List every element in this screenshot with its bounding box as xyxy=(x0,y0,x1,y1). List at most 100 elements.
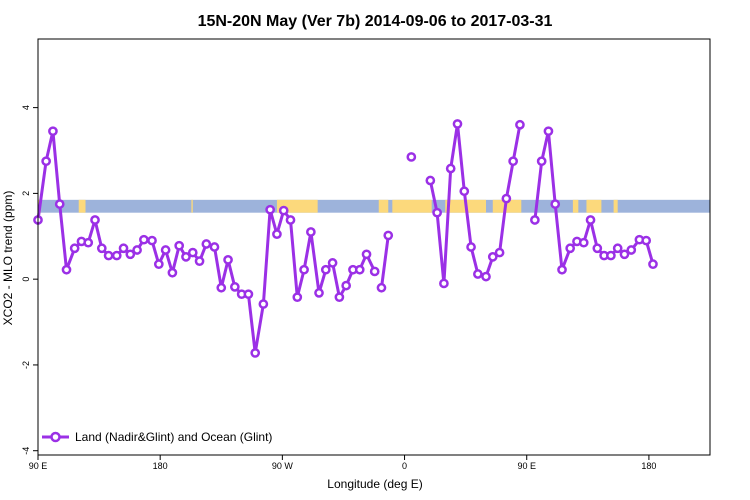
legend-marker xyxy=(50,431,61,443)
data-point xyxy=(258,299,269,309)
data-point xyxy=(160,245,171,255)
data-point xyxy=(111,250,122,261)
data-point xyxy=(147,235,157,246)
axes: 90 E 180 90 W 0 90 E 180 -4 -2 0 2 4 xyxy=(21,105,656,471)
data-point xyxy=(445,163,456,174)
y-tick-label: 4 xyxy=(21,105,31,110)
y-tick-label: -4 xyxy=(21,447,31,455)
data-point xyxy=(299,264,309,275)
data-point xyxy=(585,215,596,225)
data-point xyxy=(229,282,240,292)
data-point xyxy=(278,205,289,216)
data-point xyxy=(96,243,107,254)
data-point xyxy=(565,243,576,254)
data-point xyxy=(54,199,65,209)
ocean-band xyxy=(38,199,710,213)
data-point xyxy=(459,186,470,197)
data-point xyxy=(452,119,463,129)
data-point xyxy=(69,243,80,254)
data-point xyxy=(508,156,519,167)
data-point xyxy=(543,126,554,137)
legend-label: Land (Nadir&Glint) and Ocean (Glint) xyxy=(75,430,272,444)
data-point xyxy=(223,255,233,265)
x-tick-label: 90 E xyxy=(517,461,536,471)
data-point xyxy=(103,250,114,261)
data-point xyxy=(439,278,449,289)
data-point xyxy=(481,271,491,282)
data-point xyxy=(187,247,198,258)
plot-frame xyxy=(37,38,711,456)
data-point xyxy=(314,288,324,298)
data-point xyxy=(361,249,372,260)
data-point xyxy=(132,245,142,255)
data-point xyxy=(619,249,630,260)
data-point xyxy=(383,230,394,241)
data-point xyxy=(550,199,561,209)
x-tick-label: 0 xyxy=(402,461,407,471)
data-point xyxy=(376,282,387,293)
data-point xyxy=(641,235,652,246)
y-axis-label: XCO2 - MLO trend (ppm) xyxy=(1,191,15,326)
data-point xyxy=(125,249,136,260)
data-point xyxy=(243,289,254,300)
data-point xyxy=(118,243,129,254)
data-point xyxy=(592,243,603,254)
data-point xyxy=(139,234,149,245)
data-point xyxy=(626,245,637,255)
data-point xyxy=(90,215,100,225)
data-point xyxy=(285,215,296,225)
y-tick-label: -2 xyxy=(21,361,31,369)
data-point xyxy=(250,348,261,358)
x-axis-label: Longitude (deg E) xyxy=(327,477,422,491)
data-point xyxy=(425,175,436,186)
data-point xyxy=(216,282,227,293)
data-point xyxy=(61,264,72,275)
data-point xyxy=(265,204,275,215)
data-point xyxy=(432,207,442,218)
data-point xyxy=(272,229,282,239)
land-band-segment xyxy=(572,199,579,213)
data-point xyxy=(320,264,331,275)
data-point xyxy=(83,237,94,248)
land-band-segment xyxy=(392,199,432,213)
series-line xyxy=(428,122,522,285)
data-point xyxy=(369,266,380,277)
data-point xyxy=(194,256,205,267)
y-tick-label: 2 xyxy=(21,191,31,196)
data-point xyxy=(341,280,352,291)
data-point xyxy=(406,152,417,162)
data-point xyxy=(292,292,303,303)
land-band-segment xyxy=(78,199,86,213)
land-band-segment xyxy=(586,199,602,213)
data-point xyxy=(167,267,178,278)
data-point xyxy=(466,242,476,252)
x-tick-label: 180 xyxy=(641,461,656,471)
data-point xyxy=(306,227,316,237)
land-band-segment xyxy=(613,199,618,213)
land-band-segment xyxy=(191,199,193,213)
data-point xyxy=(648,259,658,270)
land-band-segment xyxy=(378,199,389,213)
data-point xyxy=(487,252,498,262)
land-ocean-band xyxy=(38,199,710,213)
data-point xyxy=(41,156,51,167)
data-point xyxy=(48,126,58,137)
data-point xyxy=(606,250,616,261)
data-point xyxy=(354,264,365,275)
data-point xyxy=(201,239,212,249)
data-point xyxy=(174,240,185,251)
data-point xyxy=(209,242,220,252)
data-point xyxy=(494,247,505,258)
x-tick-label: 90 E xyxy=(29,461,48,471)
legend: Land (Nadir&Glint) and Ocean (Glint) xyxy=(42,430,272,444)
x-tick-label: 180 xyxy=(153,461,168,471)
x-tick-label: 90 W xyxy=(272,461,294,471)
data-point xyxy=(501,193,512,204)
data-point xyxy=(181,252,191,262)
data-point xyxy=(473,269,483,279)
data-point xyxy=(327,258,338,268)
data-point xyxy=(334,292,345,303)
data-point xyxy=(153,259,164,270)
data-point xyxy=(530,215,540,225)
